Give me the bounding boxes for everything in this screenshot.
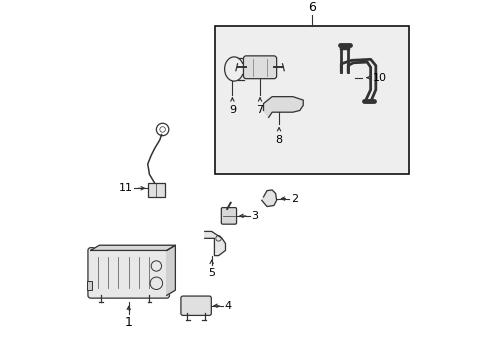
Polygon shape (204, 231, 225, 256)
Text: 9: 9 (228, 105, 236, 115)
FancyBboxPatch shape (243, 56, 276, 79)
Text: 4: 4 (224, 301, 231, 311)
FancyBboxPatch shape (181, 296, 211, 315)
FancyBboxPatch shape (88, 248, 169, 298)
Text: 1: 1 (124, 316, 132, 329)
Polygon shape (263, 96, 303, 117)
Text: 2: 2 (290, 194, 298, 204)
Text: 3: 3 (251, 211, 258, 221)
Polygon shape (166, 245, 175, 295)
Bar (86, 280, 92, 290)
Text: 7: 7 (256, 105, 263, 115)
Bar (215, 26, 408, 174)
Text: 11: 11 (119, 183, 133, 193)
Text: 6: 6 (307, 1, 315, 14)
Polygon shape (261, 190, 276, 207)
FancyBboxPatch shape (221, 208, 236, 224)
Text: 8: 8 (275, 135, 282, 145)
Polygon shape (90, 245, 175, 251)
Bar (147, 183, 164, 197)
Text: 10: 10 (372, 73, 386, 83)
Text: 5: 5 (208, 268, 215, 278)
